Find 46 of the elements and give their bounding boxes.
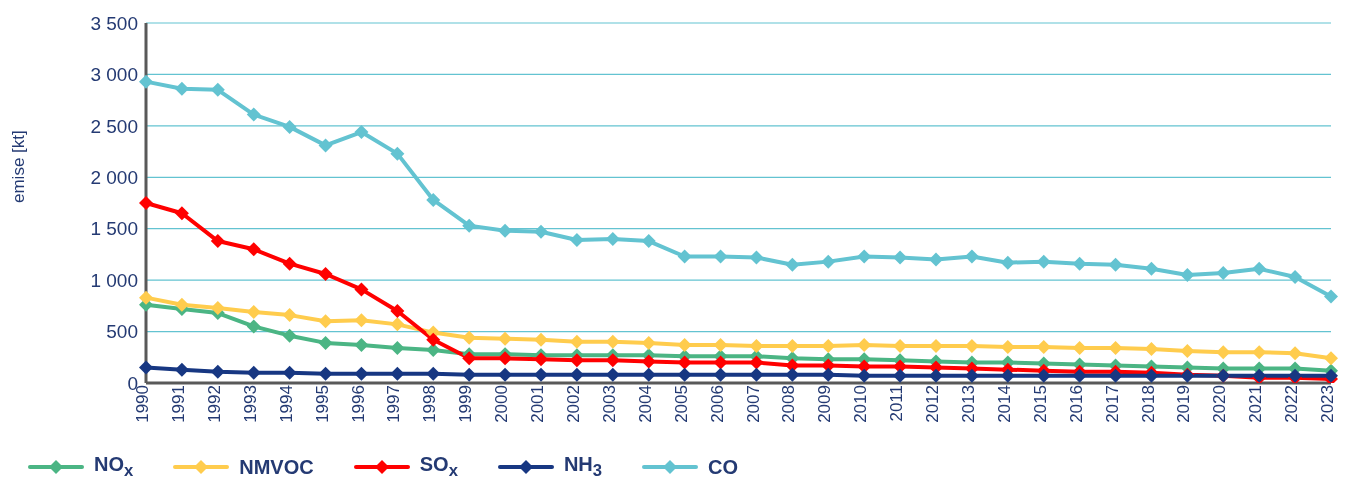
x-tick-label: 2004 bbox=[635, 385, 655, 423]
y-tick-label: 1 000 bbox=[90, 269, 138, 291]
x-tick-label: 2010 bbox=[851, 385, 871, 423]
x-tick-label: 2000 bbox=[492, 385, 512, 423]
x-tick-label: 1991 bbox=[168, 385, 188, 423]
x-tick-label: 2013 bbox=[958, 385, 978, 423]
x-tick-label: 1995 bbox=[312, 385, 332, 423]
x-tick-label: 1994 bbox=[276, 385, 296, 423]
x-tick-label: 2012 bbox=[923, 385, 943, 423]
x-tick-label: 1997 bbox=[384, 385, 404, 423]
x-tick-label: 2020 bbox=[1210, 385, 1230, 423]
x-tick-label: 2015 bbox=[1030, 385, 1050, 423]
legend-label: NO$_{x}$ bbox=[94, 453, 134, 481]
x-tick-label: 1996 bbox=[348, 385, 368, 423]
x-tick-label: 2018 bbox=[1138, 385, 1158, 423]
x-tick-label: 2011 bbox=[887, 385, 907, 422]
y-tick-label: 2 000 bbox=[90, 167, 138, 189]
x-tick-label: 1999 bbox=[456, 385, 476, 423]
x-tick-label: 2003 bbox=[599, 385, 619, 423]
y-tick-label: 2 500 bbox=[90, 115, 138, 137]
x-tick-label: 2006 bbox=[707, 385, 727, 423]
y-axis-title: emise [kt] bbox=[9, 130, 29, 203]
x-tick-label: 2017 bbox=[1102, 385, 1122, 423]
y-tick-label: 1 500 bbox=[90, 218, 138, 240]
x-tick-label: 2023 bbox=[1318, 385, 1338, 423]
x-tick-label: 1992 bbox=[204, 385, 224, 423]
x-tick-label: 2001 bbox=[528, 385, 548, 423]
legend-label: NMVOC bbox=[239, 455, 314, 479]
x-tick-label: 2008 bbox=[779, 385, 799, 423]
x-tick-label: 2016 bbox=[1066, 385, 1086, 423]
x-tick-label: 2014 bbox=[994, 385, 1014, 423]
x-tick-label: 1993 bbox=[240, 385, 260, 423]
x-tick-label: 2019 bbox=[1174, 385, 1194, 423]
x-tick-label: 2009 bbox=[815, 385, 835, 423]
legend-label: SO$_{x}$ bbox=[419, 453, 458, 481]
x-tick-label: 1998 bbox=[420, 385, 440, 423]
x-tick-label: 2007 bbox=[743, 385, 763, 423]
x-tick-label: 2005 bbox=[671, 385, 691, 423]
legend-label: NH$_{3}$ bbox=[563, 453, 603, 481]
x-tick-label: 2002 bbox=[563, 385, 583, 423]
x-tick-label: 2022 bbox=[1282, 385, 1302, 423]
y-tick-label: 3 000 bbox=[90, 64, 138, 86]
y-tick-label: 3 500 bbox=[90, 12, 138, 34]
x-tick-label: 2021 bbox=[1246, 385, 1266, 423]
legend-label: CO bbox=[708, 455, 739, 479]
y-tick-label: 500 bbox=[106, 321, 138, 343]
